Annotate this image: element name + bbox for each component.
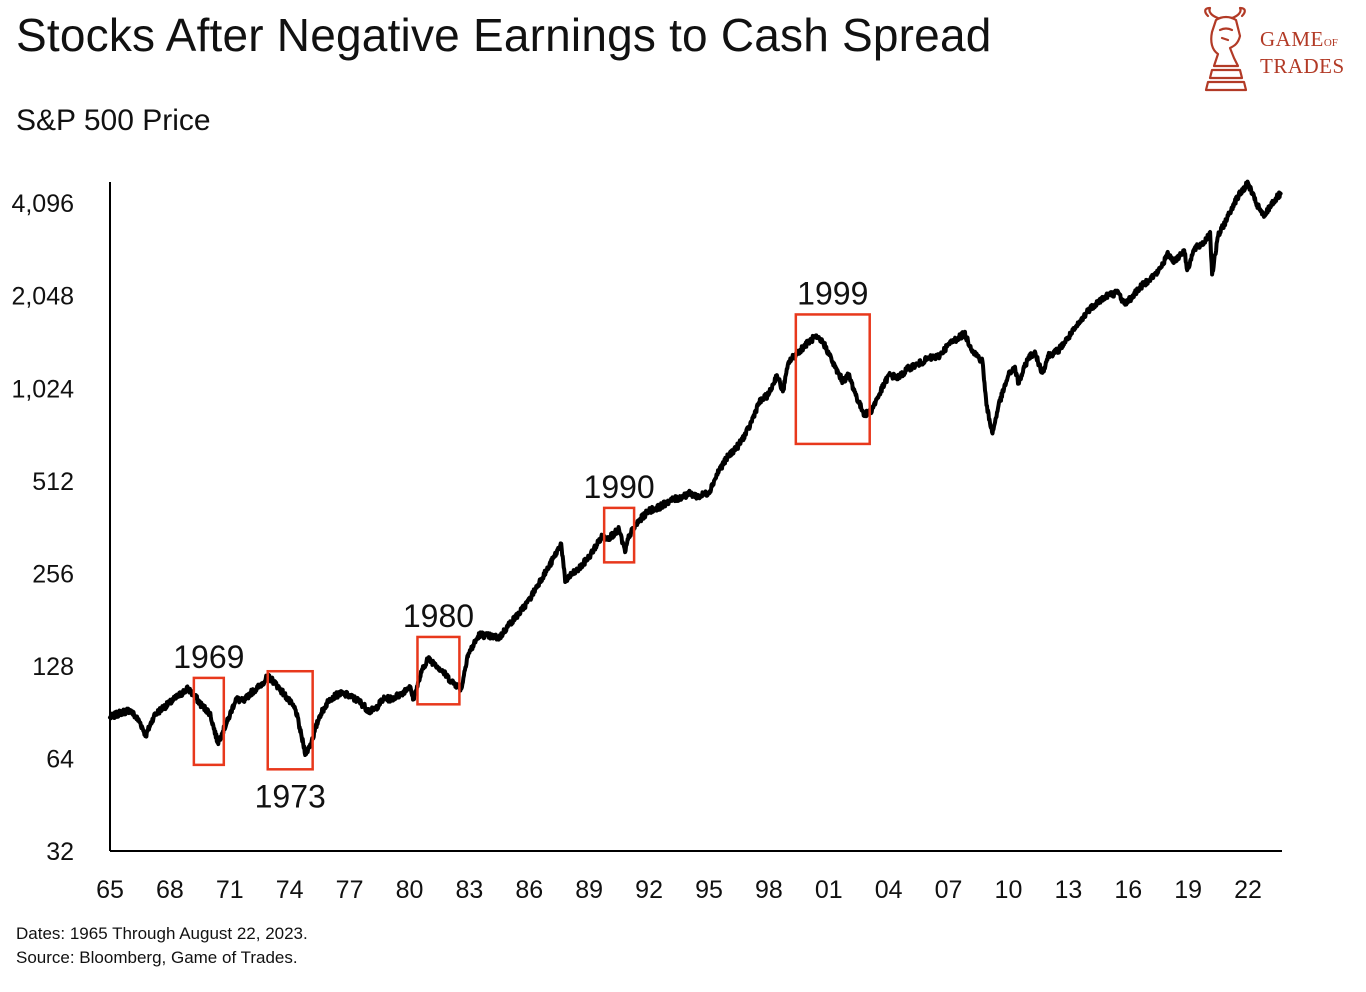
x-tick-label: 16 xyxy=(1114,876,1142,904)
x-tick-label: 65 xyxy=(96,876,124,904)
highlight-box-1969 xyxy=(192,676,226,767)
chart-footer: Dates: 1965 Through August 22, 2023. Sou… xyxy=(16,922,308,970)
footer-dates: Dates: 1965 Through August 22, 2023. xyxy=(16,924,308,943)
logo-word-of: OF xyxy=(1323,37,1338,49)
x-tick-label: 19 xyxy=(1174,876,1202,904)
highlight-box-1973 xyxy=(266,669,314,771)
logo-wordmark: GAMEOF TRADES xyxy=(1260,28,1345,78)
x-tick-label: 80 xyxy=(396,876,424,904)
y-tick-label: 512 xyxy=(32,468,74,496)
logo-word-trades: TRADES xyxy=(1260,54,1345,78)
x-tick-label: 01 xyxy=(815,876,843,904)
sp500-price-line xyxy=(108,179,1283,757)
x-tick-label: 74 xyxy=(276,876,304,904)
x-tick-label: 83 xyxy=(455,876,483,904)
game-of-trades-logo: GAMEOF TRADES xyxy=(1198,6,1358,98)
annotation-label-1969: 1969 xyxy=(173,639,244,675)
y-tick-label: 32 xyxy=(46,838,74,866)
x-tick-label: 92 xyxy=(635,876,663,904)
annotation-label-1980: 1980 xyxy=(403,598,474,634)
bull-knight-chess-icon xyxy=(1204,6,1248,92)
chart-subtitle: S&P 500 Price xyxy=(16,104,211,137)
x-tick-label: 10 xyxy=(995,876,1023,904)
logo-word-game: GAME xyxy=(1260,27,1324,51)
x-tick-label: 71 xyxy=(216,876,244,904)
x-tick-label: 68 xyxy=(156,876,184,904)
x-tick-label: 13 xyxy=(1054,876,1082,904)
y-tick-label: 2,048 xyxy=(11,283,74,311)
annotation-label-1990: 1990 xyxy=(584,469,655,505)
annotation-label-1999: 1999 xyxy=(797,275,868,311)
x-tick-label: 22 xyxy=(1234,876,1262,904)
y-tick-label: 64 xyxy=(46,745,74,773)
x-tick-label: 04 xyxy=(875,876,903,904)
highlight-box-1999 xyxy=(794,313,871,446)
x-tick-label: 95 xyxy=(695,876,723,904)
y-tick-label: 256 xyxy=(32,560,74,588)
x-tick-label: 89 xyxy=(575,876,603,904)
y-tick-label: 128 xyxy=(32,653,74,681)
annotation-label-1973: 1973 xyxy=(255,778,326,814)
y-tick-label: 4,096 xyxy=(11,190,74,218)
x-tick-label: 77 xyxy=(336,876,364,904)
x-tick-label: 86 xyxy=(515,876,543,904)
x-tick-label: 98 xyxy=(755,876,783,904)
footer-source: Source: Bloomberg, Game of Trades. xyxy=(16,948,298,967)
y-tick-label: 1,024 xyxy=(11,375,74,403)
x-tick-label: 07 xyxy=(935,876,963,904)
highlight-box-1990 xyxy=(602,506,636,564)
highlight-box-1980 xyxy=(416,635,461,706)
chart-title: Stocks After Negative Earnings to Cash S… xyxy=(16,9,992,61)
